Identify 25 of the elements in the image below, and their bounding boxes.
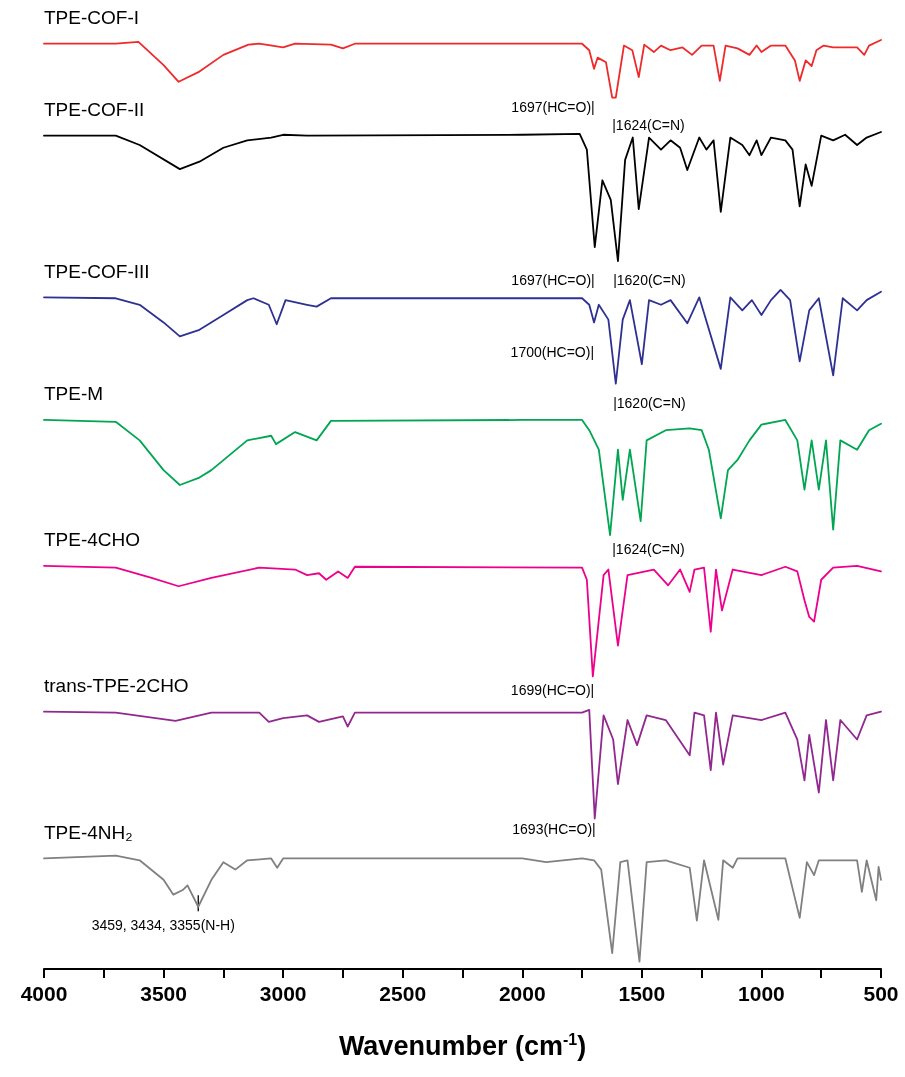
- series-label: trans-TPE-2CHO: [44, 675, 189, 697]
- annotation: 3459, 3434, 3355(N-H): [91, 917, 235, 934]
- annotation: |1624(C=N): [612, 541, 685, 558]
- annotation: 1693(HC=O)|: [512, 820, 596, 837]
- x-tick-label: 1000: [738, 982, 785, 1005]
- series-label: TPE-4CHO: [44, 529, 141, 551]
- x-tick-label: 2000: [498, 982, 546, 1005]
- series-label: TPE-M: [44, 383, 104, 405]
- x-tick-label: 1500: [618, 982, 666, 1005]
- x-tick-label: 3000: [259, 982, 307, 1005]
- x-tick-label: 4000: [20, 982, 68, 1005]
- x-tick-label: 3500: [140, 982, 187, 1005]
- annotation: |1620(C=N): [613, 271, 686, 288]
- x-tick-label: 500: [863, 982, 899, 1005]
- series-label: TPE-COF-I: [44, 7, 139, 29]
- annotation: 1700(HC=O)|: [510, 344, 595, 361]
- series-label: TPE-4NH₂: [44, 821, 133, 843]
- series-label: TPE-COF-III: [44, 260, 150, 282]
- annotation: |1624(C=N): [612, 117, 685, 134]
- annotation: |1620(C=N): [613, 395, 686, 412]
- x-tick-label: 2500: [379, 982, 427, 1005]
- series-label: TPE-COF-II: [44, 99, 145, 121]
- annotation: 1699(HC=O)|: [510, 682, 595, 699]
- annotation: 1697(HC=O)|: [511, 271, 595, 288]
- annotation: 1697(HC=O)|: [511, 98, 595, 115]
